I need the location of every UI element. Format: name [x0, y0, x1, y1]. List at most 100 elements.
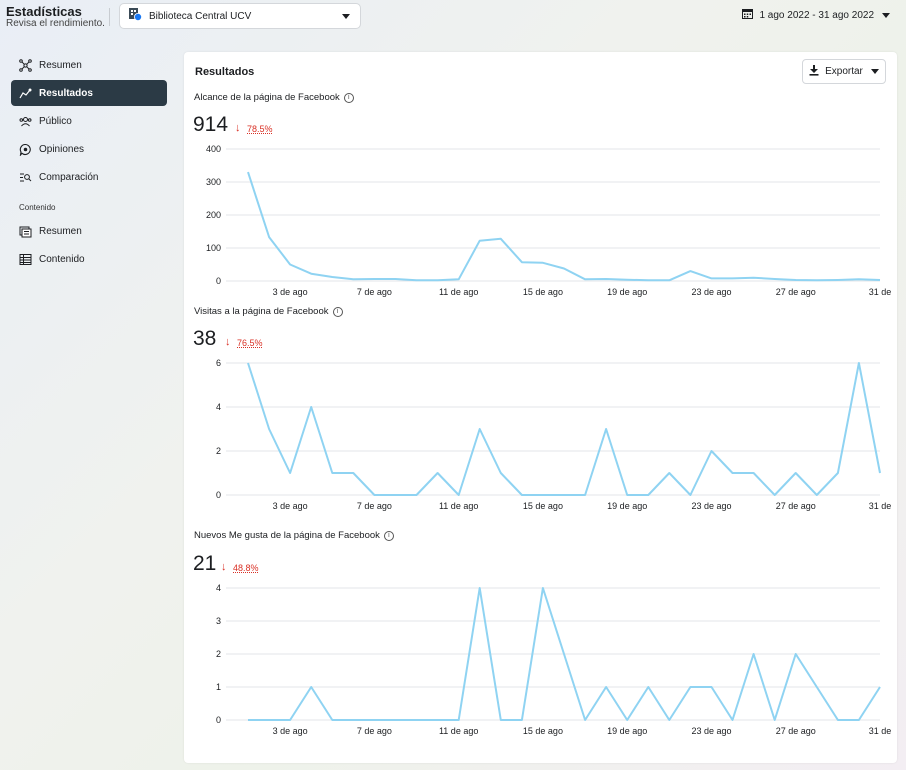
info-icon[interactable]: i — [343, 92, 354, 103]
app-title: Estadísticas — [6, 4, 82, 19]
metric-value: 38 — [193, 327, 217, 350]
x-tick-label: 27 de ago — [776, 501, 816, 511]
y-tick-label: 2 — [216, 649, 221, 659]
metric-change: 76.5% — [237, 338, 263, 348]
x-tick-label: 7 de ago — [357, 501, 392, 511]
metric-change: 78.5% — [247, 124, 273, 134]
sidebar-item-resultados[interactable]: Resultados — [11, 80, 167, 106]
x-tick-label: 7 de ago — [357, 287, 392, 297]
date-range-picker[interactable]: 1 ago 2022 - 31 ago 2022 — [742, 8, 890, 22]
x-tick-label: 27 de ago — [776, 287, 816, 297]
export-button[interactable]: Exportar — [802, 59, 886, 84]
sidebar-item-label: Resumen — [39, 225, 82, 237]
calendar-icon — [742, 8, 754, 22]
x-tick-label: 23 de ago — [691, 726, 731, 736]
sidebar-item-label: Resumen — [39, 59, 82, 71]
date-range-label: 1 ago 2022 - 31 ago 2022 — [759, 9, 874, 21]
info-icon[interactable]: i — [383, 530, 394, 541]
results-card: Resultados Exportar Alcance de la página… — [184, 52, 897, 763]
metric-change: 48.8% — [233, 563, 259, 573]
y-tick-label: 6 — [216, 358, 221, 368]
metric-label: Visitas a la página de Facebook i — [194, 306, 343, 317]
content-overview-icon — [18, 224, 32, 238]
visits-line-chart: 0 2 4 6 3 de ago 7 de ago 11 de ago 15 de ago 19… — [216, 358, 892, 511]
x-tick-label: 31 de — [869, 287, 892, 297]
download-icon — [809, 64, 819, 79]
info-icon[interactable]: i — [332, 306, 343, 317]
reach-line-chart: 0 100 200 300 400 3 de ago 7 de ago 11 de ago 15… — [206, 144, 892, 297]
x-tick-label: 11 de ago — [439, 501, 478, 511]
x-tick-label: 15 de ago — [523, 287, 563, 297]
y-tick-label: 0 — [216, 715, 221, 725]
x-tick-label: 27 de ago — [776, 726, 816, 736]
y-tick-label: 4 — [216, 583, 221, 593]
metric-label: Nuevos Me gusta de la página de Facebook… — [194, 530, 394, 541]
x-tick-label: 3 de ago — [273, 287, 308, 297]
sidebar-item-comparacion[interactable]: Comparación — [11, 164, 167, 190]
sidebar-item-label: Opiniones — [39, 143, 85, 155]
x-tick-label: 31 de — [869, 726, 892, 736]
x-tick-label: 19 de ago — [607, 501, 647, 511]
sidebar-item-label: Contenido — [39, 253, 85, 265]
metric-title: Alcance de la página de Facebook — [194, 92, 340, 103]
x-tick-label: 3 de ago — [273, 726, 308, 736]
hub-icon — [18, 58, 32, 72]
series-line — [247, 362, 881, 496]
x-tick-label: 11 de ago — [439, 287, 478, 297]
metric-value: 914 — [193, 113, 229, 136]
metric-title: Visitas a la página de Facebook — [194, 306, 329, 317]
sidebar-item-label: Comparación — [39, 171, 99, 183]
y-tick-label: 2 — [216, 446, 221, 456]
facebook-page-icon — [128, 7, 142, 26]
y-tick-label: 4 — [216, 402, 221, 412]
y-tick-label: 0 — [216, 490, 221, 500]
metric-title: Nuevos Me gusta de la página de Facebook — [194, 530, 380, 541]
metric-label: Alcance de la página de Facebook i — [194, 92, 354, 103]
people-icon — [18, 114, 32, 128]
arrow-down-icon: ↓ — [221, 561, 227, 573]
x-tick-label: 3 de ago — [273, 501, 308, 511]
sidebar-item-contenido[interactable]: Contenido — [11, 246, 167, 272]
chevron-down-icon — [870, 69, 879, 74]
chevron-down-icon — [882, 12, 890, 18]
sidebar-section-label: Contenido — [19, 203, 56, 212]
y-tick-label: 200 — [206, 210, 221, 220]
x-tick-label: 15 de ago — [523, 501, 563, 511]
y-tick-label: 400 — [206, 144, 221, 154]
arrow-down-icon: ↓ — [235, 122, 241, 134]
y-tick-label: 100 — [206, 243, 221, 253]
metric-value: 21 — [193, 552, 217, 575]
sidebar-item-publico[interactable]: Público — [11, 108, 167, 134]
x-tick-label: 11 de ago — [439, 726, 478, 736]
app-subtitle: Revisa el rendimiento. — [6, 18, 105, 29]
likes-line-chart: 0 1 2 3 4 3 de ago 7 de ago 11 de ago 15 de ago 1… — [216, 583, 892, 736]
trend-icon — [18, 86, 32, 100]
sidebar-item-resumen[interactable]: Resumen — [11, 52, 167, 78]
page-selector[interactable]: Biblioteca Central UCV — [119, 3, 361, 29]
top-bar: Estadísticas Revisa el rendimiento. Bibl… — [0, 0, 906, 34]
x-tick-label: 23 de ago — [691, 287, 731, 297]
sidebar-item-label: Público — [39, 115, 72, 127]
chevron-down-icon — [342, 13, 350, 19]
results-title: Resultados — [195, 66, 255, 78]
page-selector-label: Biblioteca Central UCV — [149, 10, 252, 22]
y-tick-label: 1 — [216, 682, 221, 692]
export-label: Exportar — [825, 66, 863, 77]
sidebar-item-label: Resultados — [39, 87, 93, 99]
x-tick-label: 23 de ago — [691, 501, 731, 511]
sidebar-item-opiniones[interactable]: Opiniones — [11, 136, 167, 162]
y-tick-label: 0 — [216, 276, 221, 286]
y-tick-label: 3 — [216, 616, 221, 626]
header-divider — [109, 8, 110, 26]
table-icon — [18, 252, 32, 266]
x-tick-label: 19 de ago — [607, 287, 647, 297]
compare-icon — [18, 170, 32, 184]
x-tick-label: 7 de ago — [357, 726, 392, 736]
x-tick-label: 31 de — [869, 501, 892, 511]
y-tick-label: 300 — [206, 177, 221, 187]
sidebar-item-contenido-resumen[interactable]: Resumen — [11, 218, 167, 244]
arrow-down-icon: ↓ — [225, 336, 231, 348]
series-line — [247, 171, 881, 282]
review-icon — [18, 142, 32, 156]
x-tick-label: 19 de ago — [607, 726, 647, 736]
